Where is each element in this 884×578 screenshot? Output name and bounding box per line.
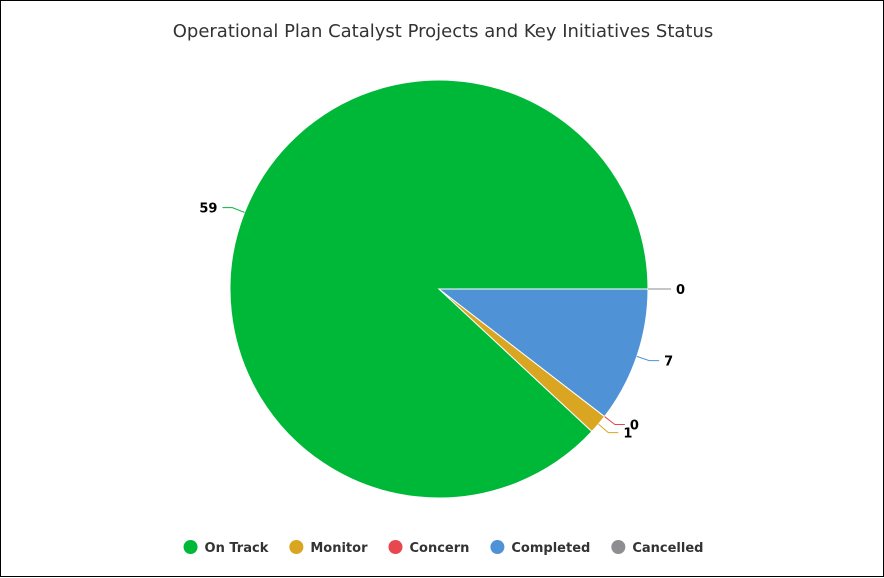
- legend-label-monitor: Monitor: [310, 541, 368, 556]
- pie-slice-on-track[interactable]: [229, 79, 649, 499]
- connector-monitor: [598, 423, 619, 434]
- data-label-concern: 0: [630, 418, 639, 433]
- legend-marker-monitor: [289, 540, 304, 554]
- legend-marker-completed: [490, 540, 505, 554]
- legend-item-on-track[interactable]: On Track: [183, 540, 269, 556]
- chart-title: Operational Plan Catalyst Projects and K…: [173, 21, 714, 42]
- connector-completed: [636, 355, 660, 362]
- legend-item-completed[interactable]: Completed: [490, 540, 590, 556]
- legend-label-completed: Completed: [511, 541, 590, 556]
- legend-marker-cancelled: [611, 540, 626, 554]
- legend-label-cancelled: Cancelled: [632, 541, 703, 556]
- data-label-cancelled: 0: [676, 283, 685, 298]
- legend-item-cancelled[interactable]: Cancelled: [611, 540, 703, 556]
- legend-item-concern[interactable]: Concern: [388, 540, 469, 556]
- connector-concern: [604, 416, 625, 425]
- legend-label-on-track: On Track: [205, 541, 269, 556]
- legend-marker-on-track: [183, 540, 198, 554]
- data-label-on-track: 59: [199, 202, 217, 217]
- connector-on-track: [222, 207, 245, 213]
- legend-marker-concern: [388, 540, 403, 554]
- legend-label-concern: Concern: [409, 541, 469, 556]
- legend-item-monitor[interactable]: Monitor: [289, 540, 368, 556]
- data-label-completed: 7: [664, 355, 673, 370]
- data-label-monitor: 1: [623, 427, 632, 442]
